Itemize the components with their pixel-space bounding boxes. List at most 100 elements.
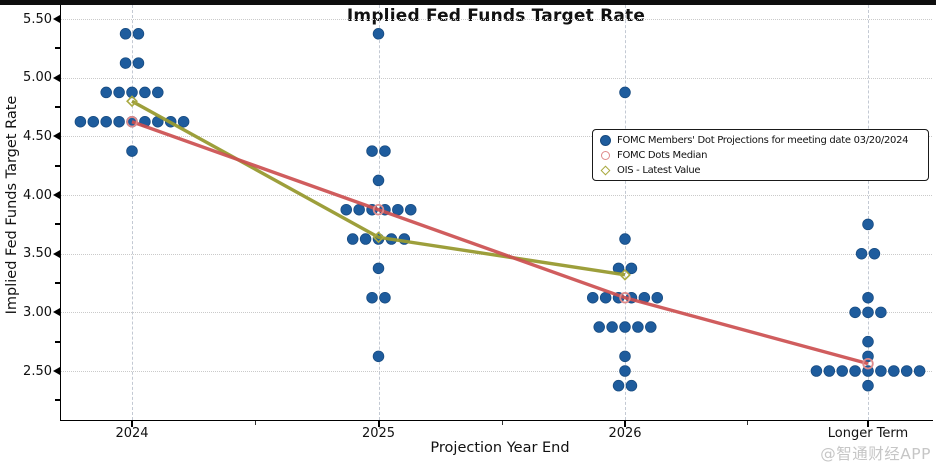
fomc-dot — [74, 115, 87, 128]
x-tick — [867, 421, 869, 427]
x-tick-label: 2026 — [608, 426, 642, 441]
y-tick-label: 3.50 — [23, 246, 52, 262]
fomc-dot — [586, 291, 599, 304]
fomc-dot — [599, 291, 612, 304]
fomc-dot — [366, 203, 378, 216]
fomc-dot — [152, 115, 164, 128]
fomc-dot — [87, 115, 100, 128]
fomc-dot — [353, 203, 365, 216]
fomc-dot — [612, 262, 625, 275]
legend-item-dots: FOMC Members' Dot Projections for meetin… — [600, 133, 922, 148]
y-tick-minor — [55, 223, 60, 226]
legend-item-ois: OIS - Latest Value — [600, 163, 922, 178]
fomc-dot — [606, 321, 618, 333]
legend-label: FOMC Dots Median — [617, 150, 708, 161]
y-tick-minor — [55, 106, 60, 109]
x-tick — [624, 421, 626, 427]
fomc-dot — [340, 203, 353, 216]
y-tick-major — [53, 249, 60, 258]
h-gridline — [61, 253, 932, 255]
fomc-dot — [405, 203, 417, 216]
fomc-dot — [379, 145, 391, 157]
y-tick-label: 5.50 — [23, 11, 52, 27]
x-tick — [131, 421, 133, 427]
fomc-dot — [139, 115, 151, 128]
v-gridline — [378, 5, 380, 420]
fomc-dot — [366, 291, 378, 304]
legend-item-median: FOMC Dots Median — [600, 148, 922, 163]
x-tick-minor — [746, 421, 748, 425]
h-gridline — [61, 195, 932, 197]
legend-label: FOMC Members' Dot Projections for meetin… — [617, 135, 909, 146]
fomc-dot — [100, 115, 112, 128]
ois-diamond-legend-icon — [600, 165, 611, 176]
fomc-dot — [152, 86, 164, 99]
fomc-dot — [113, 86, 125, 99]
y-tick-label: 2.50 — [23, 363, 52, 379]
fomc-dot — [612, 291, 625, 304]
fomc-dot — [132, 57, 145, 69]
legend: FOMC Members' Dot Projections for meetin… — [592, 129, 929, 181]
fomc-dot — [177, 115, 190, 128]
y-tick-minor — [55, 164, 60, 167]
fomc-dot — [625, 262, 638, 275]
v-gridline — [868, 5, 869, 420]
y-tick-label: 4.00 — [23, 187, 52, 203]
y-tick-major — [53, 308, 60, 317]
x-axis-title: Projection Year End — [430, 440, 570, 456]
y-tick-label: 5.00 — [23, 70, 52, 86]
x-tick-minor — [501, 421, 503, 425]
fomc-dot — [625, 291, 638, 304]
fomc-dot — [392, 203, 404, 216]
chart-title: Implied Fed Funds Target Rate — [346, 6, 646, 26]
fomc-dot — [379, 291, 391, 304]
x-tick-label: 2024 — [115, 426, 149, 441]
y-tick-label: 4.50 — [23, 128, 52, 144]
y-tick-minor — [55, 340, 60, 343]
fomc-dot — [632, 321, 644, 333]
y-tick-major — [53, 367, 60, 375]
y-tick-major — [53, 73, 60, 82]
h-gridline — [61, 77, 932, 79]
y-tick-minor — [55, 282, 60, 285]
fomc-dot — [366, 145, 378, 157]
fomc-dot — [119, 28, 132, 40]
y-tick-major — [53, 15, 60, 24]
x-tick-label: Longer Term — [827, 426, 909, 441]
watermark: @智通财经APP — [820, 445, 931, 463]
y-tick-minor — [55, 399, 60, 402]
y-tick-minor — [55, 47, 60, 50]
fomc-dot — [625, 379, 638, 392]
y-tick-major — [53, 191, 60, 200]
top-bar — [0, 0, 936, 5]
fomc-dot — [612, 379, 625, 392]
fomc-dot — [346, 233, 359, 245]
x-tick-minor — [255, 421, 257, 425]
fomc-dot — [638, 291, 651, 304]
h-gridline — [61, 312, 932, 314]
fomc-dot — [164, 115, 177, 128]
fomc-dot-legend-icon — [600, 135, 611, 146]
fomc-dot — [593, 321, 605, 333]
y-axis-spine — [60, 5, 61, 421]
x-axis-spine — [60, 420, 933, 421]
median-ring-legend-icon — [601, 151, 610, 160]
h-gridline — [61, 371, 932, 372]
fomc-dot — [385, 233, 398, 245]
fomc-dot — [132, 28, 145, 40]
fomc-dot — [139, 86, 151, 99]
v-gridline — [132, 5, 133, 420]
fomc-dot — [651, 291, 663, 304]
fomc-dot — [398, 233, 411, 245]
fomc-dot — [113, 115, 125, 128]
h-gridline — [61, 19, 932, 21]
x-tick-label: 2025 — [361, 426, 396, 441]
fomc-dot — [100, 86, 112, 99]
fomc-dot — [119, 57, 132, 69]
v-gridline — [625, 5, 626, 420]
fomc-dot — [359, 233, 372, 245]
fomc-dot — [379, 203, 391, 216]
legend-label: OIS - Latest Value — [617, 165, 701, 176]
